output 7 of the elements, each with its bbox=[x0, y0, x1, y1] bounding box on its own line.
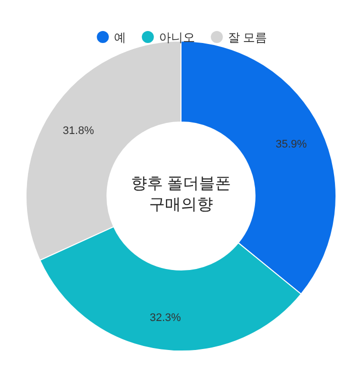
data-label: 31.8% bbox=[62, 124, 94, 137]
legend-label: 잘 모름 bbox=[228, 30, 268, 44]
text: 향후 폴더블폰 구매의향 bbox=[130, 176, 232, 214]
legend-label: 아니오 bbox=[158, 30, 195, 44]
data-label: 35.9% bbox=[276, 138, 308, 151]
legend-label: 예 bbox=[114, 30, 126, 44]
data-label: 32.3% bbox=[150, 312, 182, 324]
